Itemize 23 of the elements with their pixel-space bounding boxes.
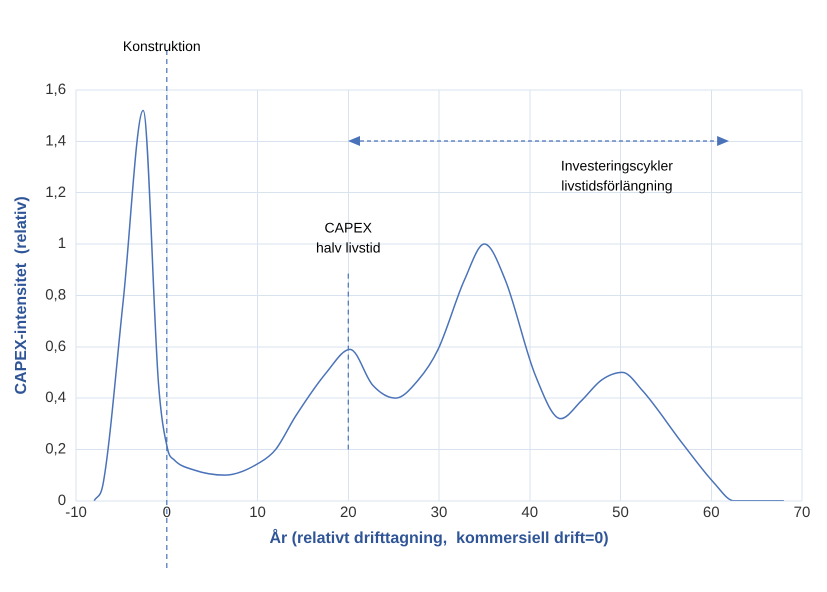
x-tick-label: 0 [162, 504, 171, 521]
x-tick-label: 40 [521, 504, 538, 521]
x-tick-label: 70 [794, 504, 810, 521]
x-tick-label: 60 [702, 504, 720, 521]
y-tick-label: 0,4 [45, 389, 66, 406]
y-tick-label: 1,4 [45, 132, 66, 150]
x-tick-label: -10 [65, 504, 87, 521]
ref-line-label: CAPEX halv livstid [316, 219, 381, 256]
ref-line-label: Konstruktion [122, 38, 201, 54]
x-tick-label: 10 [249, 504, 266, 521]
x-tick-label: 50 [612, 504, 629, 521]
x-tick-label: 30 [430, 504, 448, 521]
y-tick-label: 0,8 [45, 286, 66, 304]
y-tick-label: 0,6 [45, 338, 66, 355]
y-tick-label: 0,2 [45, 440, 66, 458]
y-tick-label: 1 [58, 235, 66, 252]
x-tick-label: 20 [340, 504, 357, 521]
y-tick-label: 1,2 [45, 184, 66, 201]
y-tick-label: 0 [58, 492, 66, 509]
annotation: Investeringscykler livstidsförlängning [560, 158, 674, 194]
x-axis-title: År (relativt drifttagning, kommersiell drift=0) [269, 528, 609, 547]
y-tick-label: 1,6 [45, 81, 66, 98]
y-axis-title: CAPEX-intensitet (relativ) [13, 196, 30, 395]
